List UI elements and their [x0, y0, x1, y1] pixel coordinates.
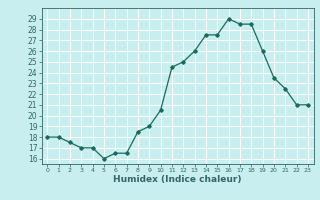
X-axis label: Humidex (Indice chaleur): Humidex (Indice chaleur)	[113, 175, 242, 184]
